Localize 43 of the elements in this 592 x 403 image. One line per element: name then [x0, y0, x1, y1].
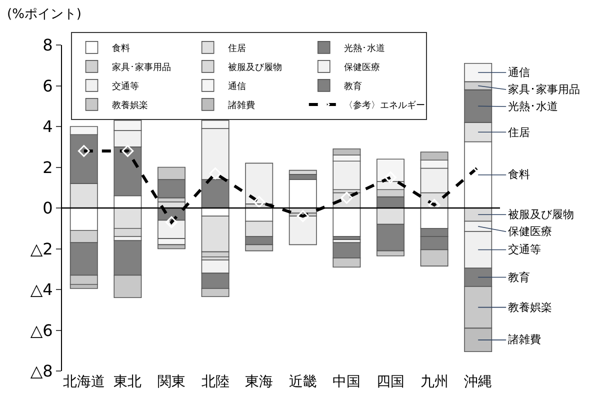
- x-tick-label: 北陸: [201, 374, 230, 390]
- text: 教養娯楽: [508, 301, 552, 314]
- text: 諸雑費: [508, 333, 541, 346]
- x-tick-label: 近畿: [288, 374, 317, 390]
- legend-label: 光熱･水道: [344, 42, 385, 54]
- legend-label: 保健医療: [344, 62, 380, 73]
- x-tick-label: 沖縄: [464, 374, 492, 390]
- text: 住居: [508, 126, 530, 139]
- y-tick-label: △8: [30, 362, 53, 381]
- text: 光熱･水道: [508, 100, 558, 113]
- x-tick-label: 東海: [245, 374, 274, 390]
- text: 被服及び履物: [508, 208, 574, 221]
- legend-label: 被服及び履物: [228, 62, 282, 73]
- legend-label: 教養娯楽: [112, 100, 148, 111]
- x-tick-label: 関東: [158, 374, 186, 390]
- text: 食料: [508, 168, 530, 181]
- legend-label: 家具･家事用品: [112, 62, 171, 73]
- legend-label: 住居: [228, 42, 246, 54]
- y-tick-label: 6: [42, 76, 53, 96]
- y-tick-label: △2: [30, 239, 53, 258]
- x-tick-label: 北海道: [62, 374, 105, 390]
- y-tick-label: 2: [42, 158, 53, 177]
- y-tick-label: 8: [42, 36, 53, 55]
- y-tick-label: △6: [30, 320, 53, 340]
- text: 教育: [508, 271, 530, 284]
- x-tick-label: 東北: [114, 374, 142, 390]
- text: 交通等: [508, 243, 541, 256]
- legend-label: 教育: [344, 80, 362, 92]
- text: 保健医療: [508, 225, 552, 238]
- text: 通信: [508, 66, 530, 79]
- y-axis-title: (%ポイント): [7, 7, 82, 22]
- legend-label: 通信: [228, 80, 246, 92]
- x-tick-label: 九州: [420, 374, 448, 390]
- y-tick-label: 0: [42, 198, 53, 218]
- y-tick-label: △4: [30, 280, 53, 300]
- legend-label: 食料: [112, 42, 130, 54]
- legend-label: 〈参考〉エネルギー: [344, 100, 425, 111]
- text: 家具･家事用品: [508, 83, 580, 96]
- x-tick-label: 中国: [332, 374, 361, 390]
- legend-label: 諸雑費: [228, 100, 255, 111]
- x-tick-label: 四国: [376, 374, 404, 390]
- y-tick-label: 4: [42, 117, 53, 136]
- legend-label: 交通等: [112, 80, 139, 92]
